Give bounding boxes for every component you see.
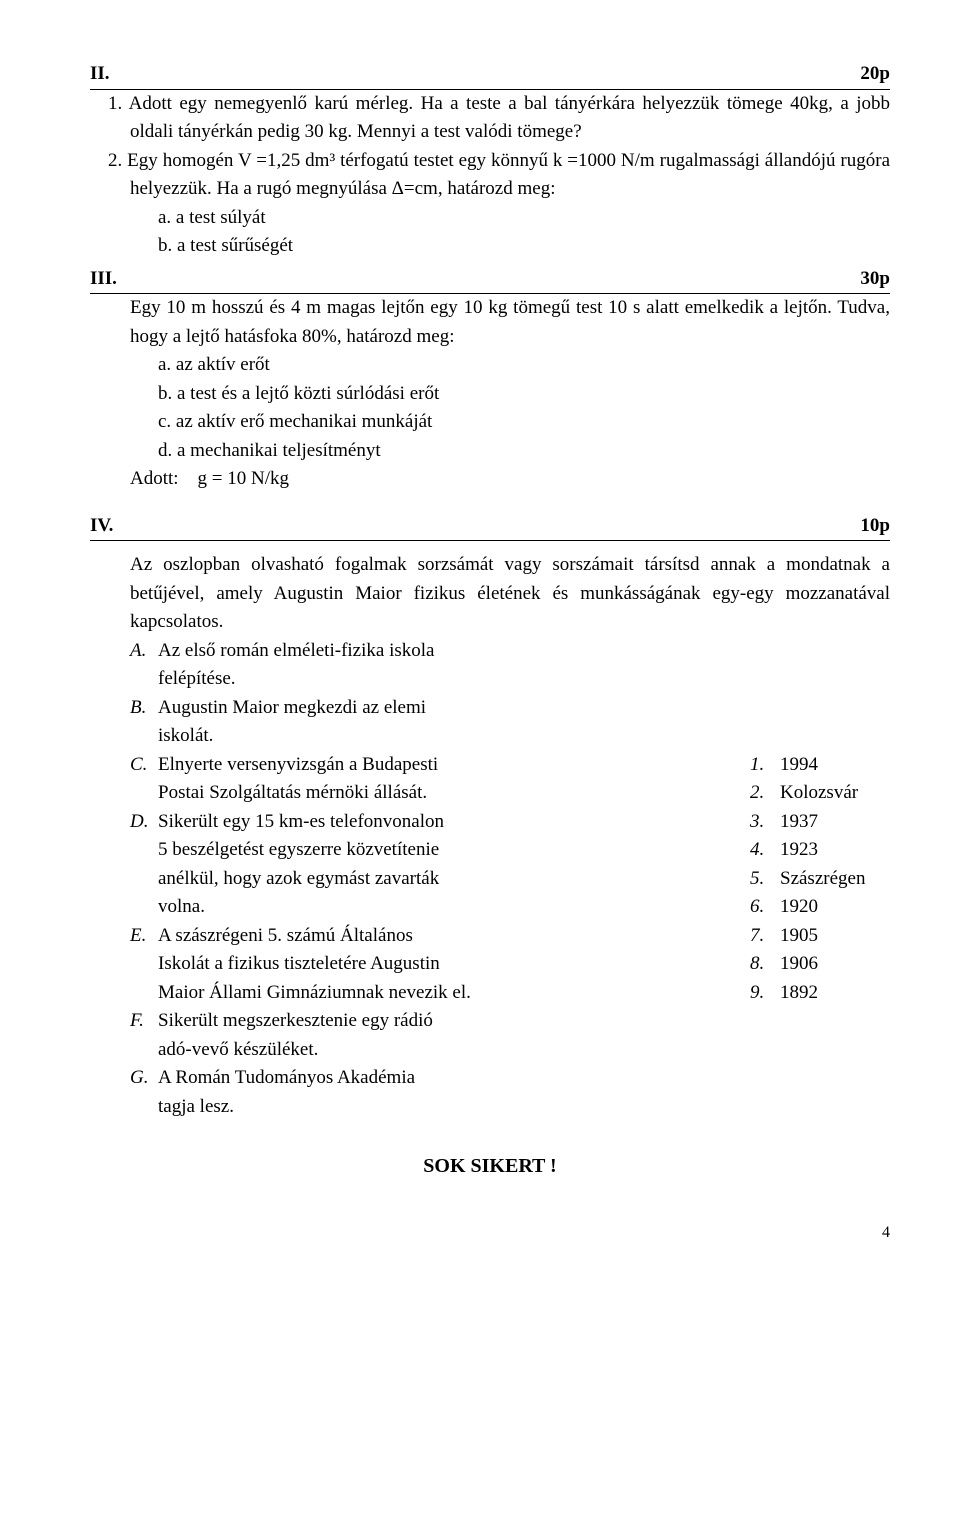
iv-letter-d: D. bbox=[130, 808, 158, 837]
section-iii-points: 30p bbox=[860, 265, 890, 294]
iv-val-5: Szászrégen bbox=[780, 865, 890, 894]
iv-d-text2: 5 beszélgetést egyszerre közvetítenie bbox=[158, 836, 750, 865]
problem-iii-a: a. az aktív erőt bbox=[90, 351, 890, 380]
iv-val-8: 1906 bbox=[780, 950, 890, 979]
iv-num-3: 3. bbox=[750, 808, 780, 837]
iv-num-9: 9. bbox=[750, 979, 780, 1008]
problem-ii-1: 1. Adott egy nemegyenlő karú mérleg. Ha … bbox=[90, 90, 890, 147]
iv-num-7: 7. bbox=[750, 922, 780, 951]
section-ii-points: 20p bbox=[860, 60, 890, 89]
iv-val-4: 1923 bbox=[780, 836, 890, 865]
problem-iii-b: b. a test és a lejtő közti súrlódási erő… bbox=[90, 380, 890, 409]
iv-row-e2: Iskolát a fizikus tiszteletére Augustin … bbox=[130, 950, 890, 979]
iv-letter-f: F. bbox=[130, 1007, 158, 1036]
iv-e-text1: A szászrégeni 5. számú Általános bbox=[158, 922, 750, 951]
iv-letter-g: G. bbox=[130, 1064, 158, 1093]
footer-goodluck: SOK SIKERT ! bbox=[90, 1151, 890, 1181]
iv-d-text1: Sikerült egy 15 km-es telefonvonalon bbox=[158, 808, 750, 837]
iv-b-text1: Augustin Maior megkezdi az elemi bbox=[158, 694, 750, 723]
iv-row-a2: felépítése. bbox=[130, 665, 890, 694]
section-iii-header: III. 30p bbox=[90, 265, 890, 295]
problem-ii-2: 2. Egy homogén V =1,25 dm³ térfogatú tes… bbox=[90, 147, 890, 204]
iv-num-4: 4. bbox=[750, 836, 780, 865]
iv-num-8: 8. bbox=[750, 950, 780, 979]
iv-letter-b: B. bbox=[130, 694, 158, 723]
iv-num-2: 2. bbox=[750, 779, 780, 808]
iv-row-c1: C. Elnyerte versenyvizsgán a Budapesti 1… bbox=[130, 751, 890, 780]
section-iv-points: 10p bbox=[860, 512, 890, 541]
iv-letter-e: E. bbox=[130, 922, 158, 951]
iv-row-d3: anélkül, hogy azok egymást zavarták 5. S… bbox=[130, 865, 890, 894]
section-iv-body: Az oszlopban olvasható fogalmak sorzsámá… bbox=[130, 551, 890, 1121]
iv-letter-c: C. bbox=[130, 751, 158, 780]
page-number: 4 bbox=[90, 1221, 890, 1245]
iv-val-2: Kolozsvár bbox=[780, 779, 890, 808]
iv-val-6: 1920 bbox=[780, 893, 890, 922]
section-iv-header: IV. 10p bbox=[90, 512, 890, 542]
problem-ii-2a: a. a test súlyát bbox=[90, 204, 890, 233]
iv-row-d2: 5 beszélgetést egyszerre közvetítenie 4.… bbox=[130, 836, 890, 865]
iv-row-g1: G. A Román Tudományos Akadémia bbox=[130, 1064, 890, 1093]
iv-d-text4: volna. bbox=[158, 893, 750, 922]
iv-row-f1: F. Sikerült megszerkesztenie egy rádió bbox=[130, 1007, 890, 1036]
iv-f-text2: adó-vevő készüléket. bbox=[158, 1036, 750, 1065]
iv-row-d1: D. Sikerült egy 15 km-es telefonvonalon … bbox=[130, 808, 890, 837]
iv-g-text1: A Román Tudományos Akadémia bbox=[158, 1064, 750, 1093]
iv-c-text2: Postai Szolgáltatás mérnöki állását. bbox=[158, 779, 750, 808]
iv-row-b1: B. Augustin Maior megkezdi az elemi bbox=[130, 694, 890, 723]
iv-row-f2: adó-vevő készüléket. bbox=[130, 1036, 890, 1065]
iv-num-5: 5. bbox=[750, 865, 780, 894]
section-iv-intro: Az oszlopban olvasható fogalmak sorzsámá… bbox=[130, 551, 890, 637]
iv-num-6: 6. bbox=[750, 893, 780, 922]
problem-iii-main: Egy 10 m hosszú és 4 m magas lejtőn egy … bbox=[90, 294, 890, 351]
iv-row-e3: Maior Állami Gimnáziumnak nevezik el. 9.… bbox=[130, 979, 890, 1008]
iv-val-7: 1905 bbox=[780, 922, 890, 951]
problem-iii-c: c. az aktív erő mechanikai munkáját bbox=[90, 408, 890, 437]
iv-f-text1: Sikerült megszerkesztenie egy rádió bbox=[158, 1007, 750, 1036]
iv-a-text1: Az első román elméleti-fizika iskola bbox=[158, 637, 750, 666]
problem-iii-d: d. a mechanikai teljesítményt bbox=[90, 437, 890, 466]
iv-row-g2: tagja lesz. bbox=[130, 1093, 890, 1122]
iv-c-text1: Elnyerte versenyvizsgán a Budapesti bbox=[158, 751, 750, 780]
iv-val-1: 1994 bbox=[780, 751, 890, 780]
section-ii-header: II. 20p bbox=[90, 60, 890, 90]
iv-g-text2: tagja lesz. bbox=[158, 1093, 750, 1122]
iv-letter-a: A. bbox=[130, 637, 158, 666]
section-ii-label: II. bbox=[90, 60, 110, 89]
iv-e-text3: Maior Állami Gimnáziumnak nevezik el. bbox=[158, 979, 750, 1008]
iv-row-d4: volna. 6. 1920 bbox=[130, 893, 890, 922]
section-iii-label: III. bbox=[90, 265, 117, 294]
iv-val-9: 1892 bbox=[780, 979, 890, 1008]
iv-num-1: 1. bbox=[750, 751, 780, 780]
iv-row-e1: E. A szászrégeni 5. számú Általános 7. 1… bbox=[130, 922, 890, 951]
iv-row-c2: Postai Szolgáltatás mérnöki állását. 2. … bbox=[130, 779, 890, 808]
iv-val-3: 1937 bbox=[780, 808, 890, 837]
iv-a-text2: felépítése. bbox=[158, 665, 750, 694]
iv-row-a1: A. Az első román elméleti-fizika iskola bbox=[130, 637, 890, 666]
problem-iii-given: Adott: g = 10 N/kg bbox=[90, 465, 890, 494]
iv-row-b2: iskolát. bbox=[130, 722, 890, 751]
iv-b-text2: iskolát. bbox=[158, 722, 750, 751]
iv-d-text3: anélkül, hogy azok egymást zavarták bbox=[158, 865, 750, 894]
section-iv-label: IV. bbox=[90, 512, 113, 541]
problem-ii-2b: b. a test sűrűségét bbox=[90, 232, 890, 261]
iv-e-text2: Iskolát a fizikus tiszteletére Augustin bbox=[158, 950, 750, 979]
